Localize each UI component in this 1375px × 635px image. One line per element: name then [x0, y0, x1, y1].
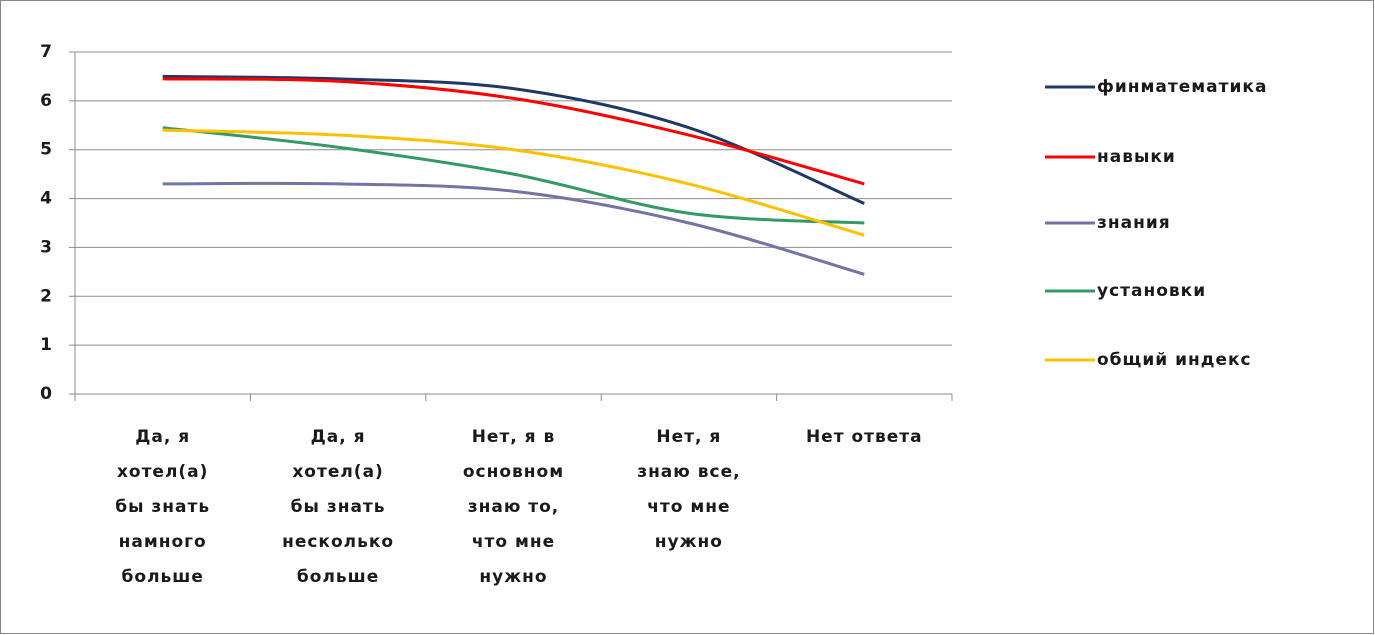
y-tick-label: 6 [40, 91, 52, 111]
y-tick-label: 2 [40, 286, 52, 306]
y-tick-label: 0 [40, 384, 52, 404]
x-tick-label: Да, я хотел(а) бы знать намного больше [115, 427, 211, 587]
y-tick-label: 7 [40, 42, 52, 62]
y-tick-label: 3 [40, 237, 52, 257]
series-line [162, 181, 865, 276]
series-line [162, 77, 865, 186]
legend-label: общий индекс [1097, 350, 1252, 370]
legend-label: финматематика [1097, 77, 1267, 97]
x-tick-label: Да, я хотел(а) бы знать несколько больше [282, 427, 395, 587]
x-tick-label: Нет, я знаю все, что мне нужно [637, 427, 741, 552]
legend-label: установки [1097, 281, 1206, 301]
legend-label: навыки [1097, 147, 1176, 167]
y-tick-label: 1 [40, 335, 52, 355]
series-line [162, 126, 865, 225]
legend-label: знания [1097, 213, 1171, 233]
x-tick-label: Нет, я в основном знаю то, что мне нужно [462, 427, 565, 587]
x-tick-label: Нет ответа [805, 427, 923, 447]
series-line [162, 128, 865, 237]
y-tick-label: 4 [40, 189, 52, 209]
y-tick-label: 5 [40, 140, 52, 160]
